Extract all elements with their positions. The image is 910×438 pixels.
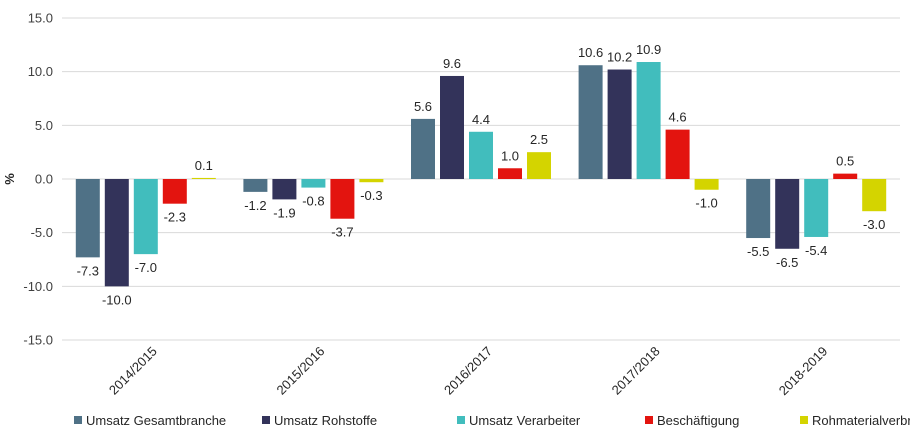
bar — [527, 152, 551, 179]
legend-swatch — [645, 416, 653, 424]
data-label: 10.9 — [636, 42, 661, 57]
legend-label: Umsatz Rohstoffe — [274, 413, 377, 428]
data-labels: -7.3-10.0 -7.0 -2.3 0.1 -1.2 -1.9 -0.8 -3.7 -0.3… — [77, 42, 886, 307]
bar — [301, 179, 326, 188]
data-label: 4.6 — [669, 110, 687, 125]
bar — [191, 177, 216, 179]
y-tick-label: 10.0 — [28, 64, 53, 79]
data-label: -1.9 — [273, 205, 295, 220]
data-label: 5.6 — [414, 99, 432, 114]
data-label: -1.2 — [244, 198, 266, 213]
legend-swatch — [800, 416, 808, 424]
data-label: -7.0 — [135, 260, 157, 275]
y-tick-label: 0.0 — [35, 172, 53, 187]
legend-label: Umsatz Verarbeiter — [469, 413, 581, 428]
legend-label: Umsatz Gesamtbranche — [86, 413, 226, 428]
bar — [359, 179, 384, 183]
legend-swatch — [262, 416, 270, 424]
bar — [694, 179, 719, 190]
data-label: -3.0 — [863, 217, 885, 232]
legend-swatch — [457, 416, 465, 424]
legend-swatch — [74, 416, 82, 424]
bar — [440, 75, 464, 179]
data-label: 10.2 — [607, 50, 632, 65]
data-label: -1.0 — [695, 196, 717, 211]
data-label: 2.5 — [530, 132, 548, 147]
x-category-label: 2018-2019 — [776, 344, 831, 399]
data-label: -2.3 — [164, 210, 186, 225]
y-tick-label: -10.0 — [23, 279, 53, 294]
legend-label: Beschäftigung — [657, 413, 739, 428]
bars — [75, 62, 887, 287]
bar — [746, 179, 771, 239]
data-label: -6.5 — [776, 255, 798, 270]
x-category-label: 2015/2016 — [273, 344, 327, 398]
bar — [578, 65, 603, 179]
x-category-label: 2016/2017 — [441, 344, 495, 398]
bar — [162, 179, 187, 204]
legend-item: Umsatz Verarbeiter — [457, 413, 581, 428]
data-label: -7.3 — [77, 263, 99, 278]
y-axis-ticks: 15.0 10.0 5.0 0.0 -5.0 -10.0 -15.0 — [23, 11, 53, 348]
bar — [775, 179, 800, 249]
data-label: -10.0 — [102, 292, 132, 307]
data-label: 0.1 — [195, 158, 213, 173]
legend-item: Umsatz Gesamtbranche — [74, 413, 226, 428]
legend: Umsatz Gesamtbranche Umsatz Rohstoffe Umsa… — [74, 413, 910, 428]
bar — [330, 179, 355, 219]
data-label: -3.7 — [331, 225, 353, 240]
data-label: -0.3 — [360, 188, 382, 203]
bar — [469, 131, 493, 179]
bar — [607, 69, 632, 179]
x-category-label: 2014/2015 — [106, 344, 160, 398]
bar — [75, 179, 100, 258]
bar — [804, 179, 829, 237]
bar — [862, 179, 887, 212]
y-tick-label: 15.0 — [28, 11, 53, 26]
data-label: 0.5 — [836, 154, 854, 169]
legend-item: Rohmaterialverbrauch — [800, 413, 910, 428]
bar — [104, 179, 129, 287]
legend-item: Umsatz Rohstoffe — [262, 413, 377, 428]
bar — [411, 118, 435, 179]
data-label: 9.6 — [443, 56, 461, 71]
data-label: -0.8 — [302, 194, 324, 209]
bar — [498, 168, 522, 179]
y-tick-label: -5.0 — [31, 225, 53, 240]
bar — [833, 173, 858, 179]
data-label: -5.5 — [747, 244, 769, 259]
legend-label: Rohmaterialverbrauch — [812, 413, 910, 428]
bar — [636, 62, 661, 179]
y-tick-label: 5.0 — [35, 118, 53, 133]
bar — [243, 179, 268, 192]
y-axis-label: % — [2, 173, 17, 185]
bar — [272, 179, 297, 200]
x-category-label: 2017/2018 — [609, 344, 663, 398]
legend-item: Beschäftigung — [645, 413, 739, 428]
bar — [133, 179, 158, 255]
y-tick-label: -15.0 — [23, 333, 53, 348]
data-label: 4.4 — [472, 112, 490, 127]
bar — [665, 129, 690, 179]
data-label: -5.4 — [805, 243, 827, 258]
data-label: 1.0 — [501, 148, 519, 163]
data-label: 10.6 — [578, 45, 603, 60]
x-axis-categories: 2014/2015 2015/2016 2016/2017 2017/2018 2018… — [106, 344, 830, 399]
